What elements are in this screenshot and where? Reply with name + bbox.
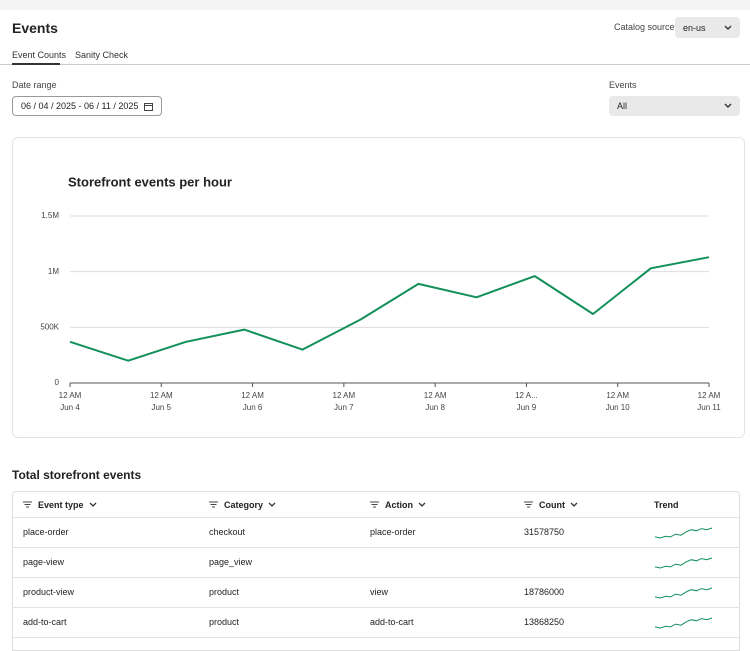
catalog-select[interactable]: en-us [675, 17, 740, 38]
cell-text: page_view [209, 557, 253, 567]
column-header-text: Event type [38, 499, 84, 510]
tab-divider [0, 64, 750, 65]
top-strip [0, 0, 750, 10]
x-tick-label: 12 AM Jun 10 [605, 391, 630, 412]
tab-indicator [12, 63, 60, 65]
sparkline [654, 527, 713, 539]
table-row: add-to-cart product add-to-cart 13868250 [13, 607, 739, 638]
date-input[interactable]: 06 / 04 / 2025 - 06 / 11 / 2025 [12, 96, 162, 116]
cell-text: add-to-cart [23, 617, 67, 627]
table-cell: view [370, 577, 388, 607]
cell-text: checkout [209, 527, 246, 537]
sparkline [654, 557, 713, 569]
x-tick-label: 12 AM Jun 5 [149, 391, 173, 412]
cell-text: add-to-cart [370, 617, 414, 627]
cell-text: 18786000 [524, 587, 565, 597]
table-cell: 18786000 [524, 577, 564, 607]
table-cell: 13868250 [524, 607, 564, 637]
x-tick-label: 12 AM Jun 7 [332, 391, 356, 412]
sparkline-line [654, 617, 713, 629]
chevron [570, 502, 578, 507]
column-header-text: Trend [654, 499, 679, 510]
sort-icon [524, 501, 533, 508]
chevron [724, 25, 732, 30]
events-label: Events [609, 80, 637, 90]
table-row: product-view product view 18786000 [13, 577, 739, 608]
cell-text: page-view [23, 557, 65, 567]
table-cell: page-view [23, 547, 64, 577]
y-tick-label: 1.5M [41, 211, 59, 220]
tab[interactable]: Event Counts [12, 50, 67, 60]
cell-text: product-view [23, 587, 75, 597]
column-header: Trend [654, 492, 679, 517]
sparkline-line [654, 557, 713, 569]
cell-text: view [370, 587, 389, 597]
date-value: 06 / 04 / 2025 - 06 / 11 / 2025 [21, 101, 139, 111]
catalog-value: en-us [683, 22, 706, 33]
sparkline [654, 587, 713, 599]
chart-title: Storefront events per hour [68, 174, 232, 189]
column-header[interactable]: Event type [23, 492, 97, 517]
table-header: Event type Category Action Count Trend [13, 492, 739, 518]
cell-text: 13868250 [524, 617, 565, 627]
tab[interactable]: Sanity Check [75, 50, 129, 60]
column-header[interactable]: Count [524, 492, 578, 517]
sort-icon [23, 501, 32, 508]
table-cell: product [209, 607, 239, 637]
table-title: Total storefront events [12, 468, 142, 482]
x-tick-label: 12 AM Jun 8 [423, 391, 447, 412]
column-header[interactable]: Action [370, 492, 426, 517]
x-tick-label: 12 AM Jun 4 [58, 391, 82, 412]
y-tick-label: 0 [55, 378, 60, 387]
x-tick-label: 12 AM Jun 11 [697, 391, 721, 412]
chevron [268, 502, 276, 507]
chevron [89, 502, 96, 507]
table: Event type Category Action Count Trend place-… [12, 491, 740, 651]
table-cell: product [209, 577, 239, 607]
page-title: Events [12, 20, 58, 36]
table-cell: 31578750 [524, 517, 564, 547]
date-label: Date range [12, 80, 57, 90]
table-row: place-order checkout place-order 31578750 [13, 517, 739, 548]
y-tick-label: 500K [40, 322, 59, 331]
cell-text: 31578750 [524, 527, 565, 537]
sort-icon [370, 501, 379, 508]
sparkline [654, 617, 713, 629]
table-cell: page_view [209, 547, 252, 577]
table-cell: add-to-cart [23, 607, 67, 637]
events-value: All [617, 101, 628, 111]
chart: Storefront events per hour 0 500K 1M 1.5M [40, 174, 710, 387]
sort-icon [209, 501, 218, 508]
calendar-icon [144, 102, 153, 111]
column-header-text: Action [385, 499, 413, 510]
cell-text: product [209, 587, 240, 597]
table-cell: checkout [209, 517, 245, 547]
sparkline-line [654, 587, 713, 599]
table-cell: product-view [23, 577, 74, 607]
catalog-label: Catalog source [614, 22, 675, 32]
chevron [418, 502, 426, 507]
data-line [69, 256, 710, 362]
table-row: page-view page_view [13, 547, 739, 578]
column-header[interactable]: Category [209, 492, 276, 517]
x-tick-label: 12 AM Jun 6 [241, 391, 264, 412]
table-cell: place-order [23, 517, 69, 547]
cell-text: place-order [23, 527, 69, 537]
cell-text: place-order [370, 527, 416, 537]
y-tick-label: 1M [48, 267, 59, 276]
cell-text: product [209, 617, 240, 627]
column-header-text: Count [539, 499, 565, 510]
x-tick-label: 12 A... Jun 9 [515, 391, 538, 412]
chart-card: Storefront events per hour 0 500K 1M 1.5M 1… [12, 137, 745, 438]
chevron [724, 103, 732, 108]
events-select[interactable]: All [609, 96, 740, 116]
sparkline-line [654, 527, 713, 539]
table-cell: add-to-cart [370, 607, 414, 637]
column-header-text: Category [224, 499, 264, 510]
table-cell: place-order [370, 517, 416, 547]
